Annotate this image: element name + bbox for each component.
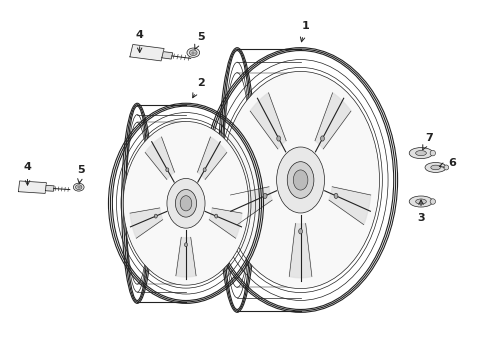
Polygon shape [176, 237, 196, 277]
Polygon shape [19, 181, 46, 193]
Ellipse shape [408, 196, 432, 207]
Ellipse shape [408, 148, 432, 159]
Ellipse shape [293, 170, 307, 190]
Ellipse shape [221, 71, 379, 289]
Ellipse shape [165, 168, 168, 172]
Ellipse shape [189, 50, 197, 55]
Text: 1: 1 [300, 21, 309, 42]
Polygon shape [209, 208, 242, 238]
Polygon shape [328, 187, 370, 225]
Ellipse shape [203, 168, 206, 172]
Ellipse shape [276, 136, 280, 141]
Text: 4: 4 [136, 30, 143, 53]
Polygon shape [130, 208, 163, 238]
Ellipse shape [429, 150, 435, 156]
Ellipse shape [430, 165, 440, 170]
Text: 4: 4 [23, 162, 31, 185]
Ellipse shape [186, 48, 199, 57]
Polygon shape [314, 93, 350, 149]
Ellipse shape [320, 136, 324, 141]
Text: 2: 2 [192, 78, 204, 98]
Ellipse shape [276, 147, 324, 213]
Ellipse shape [154, 214, 157, 218]
Ellipse shape [184, 243, 187, 247]
Text: 5: 5 [77, 165, 85, 183]
Ellipse shape [286, 162, 313, 198]
Polygon shape [162, 51, 172, 59]
Ellipse shape [429, 199, 435, 204]
Ellipse shape [424, 162, 446, 172]
Ellipse shape [263, 193, 266, 198]
Text: 5: 5 [194, 32, 204, 49]
Text: 7: 7 [422, 133, 432, 150]
Polygon shape [130, 45, 164, 61]
Polygon shape [289, 224, 311, 278]
Ellipse shape [214, 214, 217, 218]
Ellipse shape [443, 165, 448, 170]
Polygon shape [230, 187, 272, 225]
Ellipse shape [73, 183, 84, 191]
Ellipse shape [415, 199, 426, 204]
Ellipse shape [123, 121, 248, 285]
Polygon shape [250, 93, 285, 149]
Ellipse shape [298, 229, 302, 234]
Ellipse shape [75, 185, 82, 189]
Ellipse shape [333, 193, 337, 198]
Text: 6: 6 [438, 158, 455, 168]
Polygon shape [197, 137, 226, 180]
Ellipse shape [415, 150, 426, 156]
Ellipse shape [180, 196, 191, 211]
Polygon shape [145, 137, 174, 180]
Ellipse shape [166, 179, 204, 228]
Polygon shape [45, 185, 54, 191]
Ellipse shape [175, 189, 196, 217]
Text: 3: 3 [416, 200, 424, 222]
